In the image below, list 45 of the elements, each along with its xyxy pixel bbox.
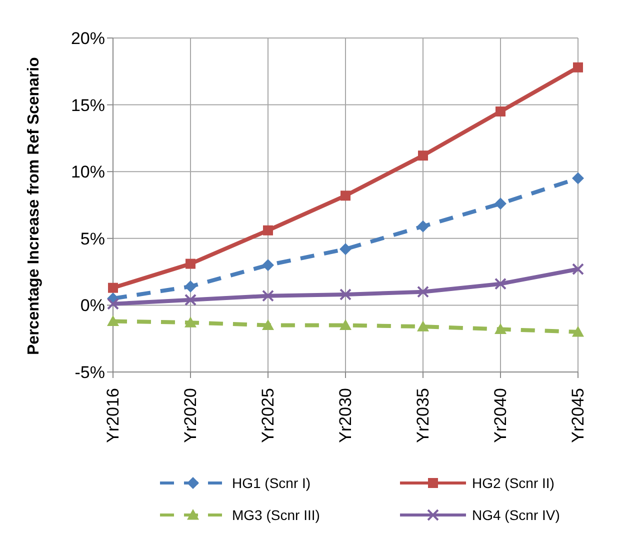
point bbox=[496, 106, 506, 116]
point bbox=[186, 258, 196, 269]
point bbox=[573, 62, 583, 72]
point bbox=[263, 225, 273, 236]
point bbox=[340, 319, 352, 330]
point bbox=[417, 320, 429, 332]
point bbox=[107, 315, 119, 326]
legend-label: NG4 (Scnr IV) bbox=[472, 507, 560, 523]
y-tick-label: 10% bbox=[70, 162, 105, 182]
y-tick-label: 20% bbox=[70, 29, 105, 48]
point bbox=[340, 190, 350, 201]
point bbox=[107, 298, 119, 310]
x-tick-label: Yr2035 bbox=[414, 388, 432, 443]
legend-label: HG2 (Scnr II) bbox=[472, 475, 554, 491]
x-tick-label: Yr2025 bbox=[258, 388, 278, 443]
legend-label: MG3 (Scnr III) bbox=[232, 507, 320, 523]
x-tick-label: Yr2016 bbox=[104, 388, 122, 443]
point bbox=[572, 172, 584, 184]
point bbox=[494, 278, 506, 290]
legend-label: HG1 (Scnr I) bbox=[232, 475, 311, 491]
point bbox=[418, 150, 428, 161]
point bbox=[340, 243, 352, 256]
y-axis-title: Percentage Increase from Ref Scenario bbox=[26, 56, 43, 355]
point bbox=[184, 316, 196, 328]
x-tick-label: Yr2030 bbox=[336, 388, 355, 443]
point bbox=[108, 282, 118, 293]
point bbox=[494, 323, 506, 334]
y-tick-label: 15% bbox=[70, 96, 105, 115]
x-tick-label: Yr2045 bbox=[568, 388, 588, 443]
y-tick-label: 0% bbox=[80, 296, 105, 316]
point bbox=[417, 220, 429, 232]
point bbox=[262, 290, 274, 302]
x-tick-label: Yr2020 bbox=[181, 388, 200, 443]
point bbox=[572, 326, 584, 337]
y-tick-label: -5% bbox=[74, 363, 105, 382]
point bbox=[184, 280, 196, 292]
point bbox=[494, 198, 506, 210]
point bbox=[572, 263, 584, 276]
point bbox=[262, 259, 274, 272]
point bbox=[262, 319, 274, 330]
x-tick-label: Yr2040 bbox=[491, 388, 510, 443]
point bbox=[340, 288, 352, 301]
point bbox=[417, 286, 429, 298]
y-tick-label: 5% bbox=[80, 229, 105, 248]
point bbox=[184, 294, 196, 306]
